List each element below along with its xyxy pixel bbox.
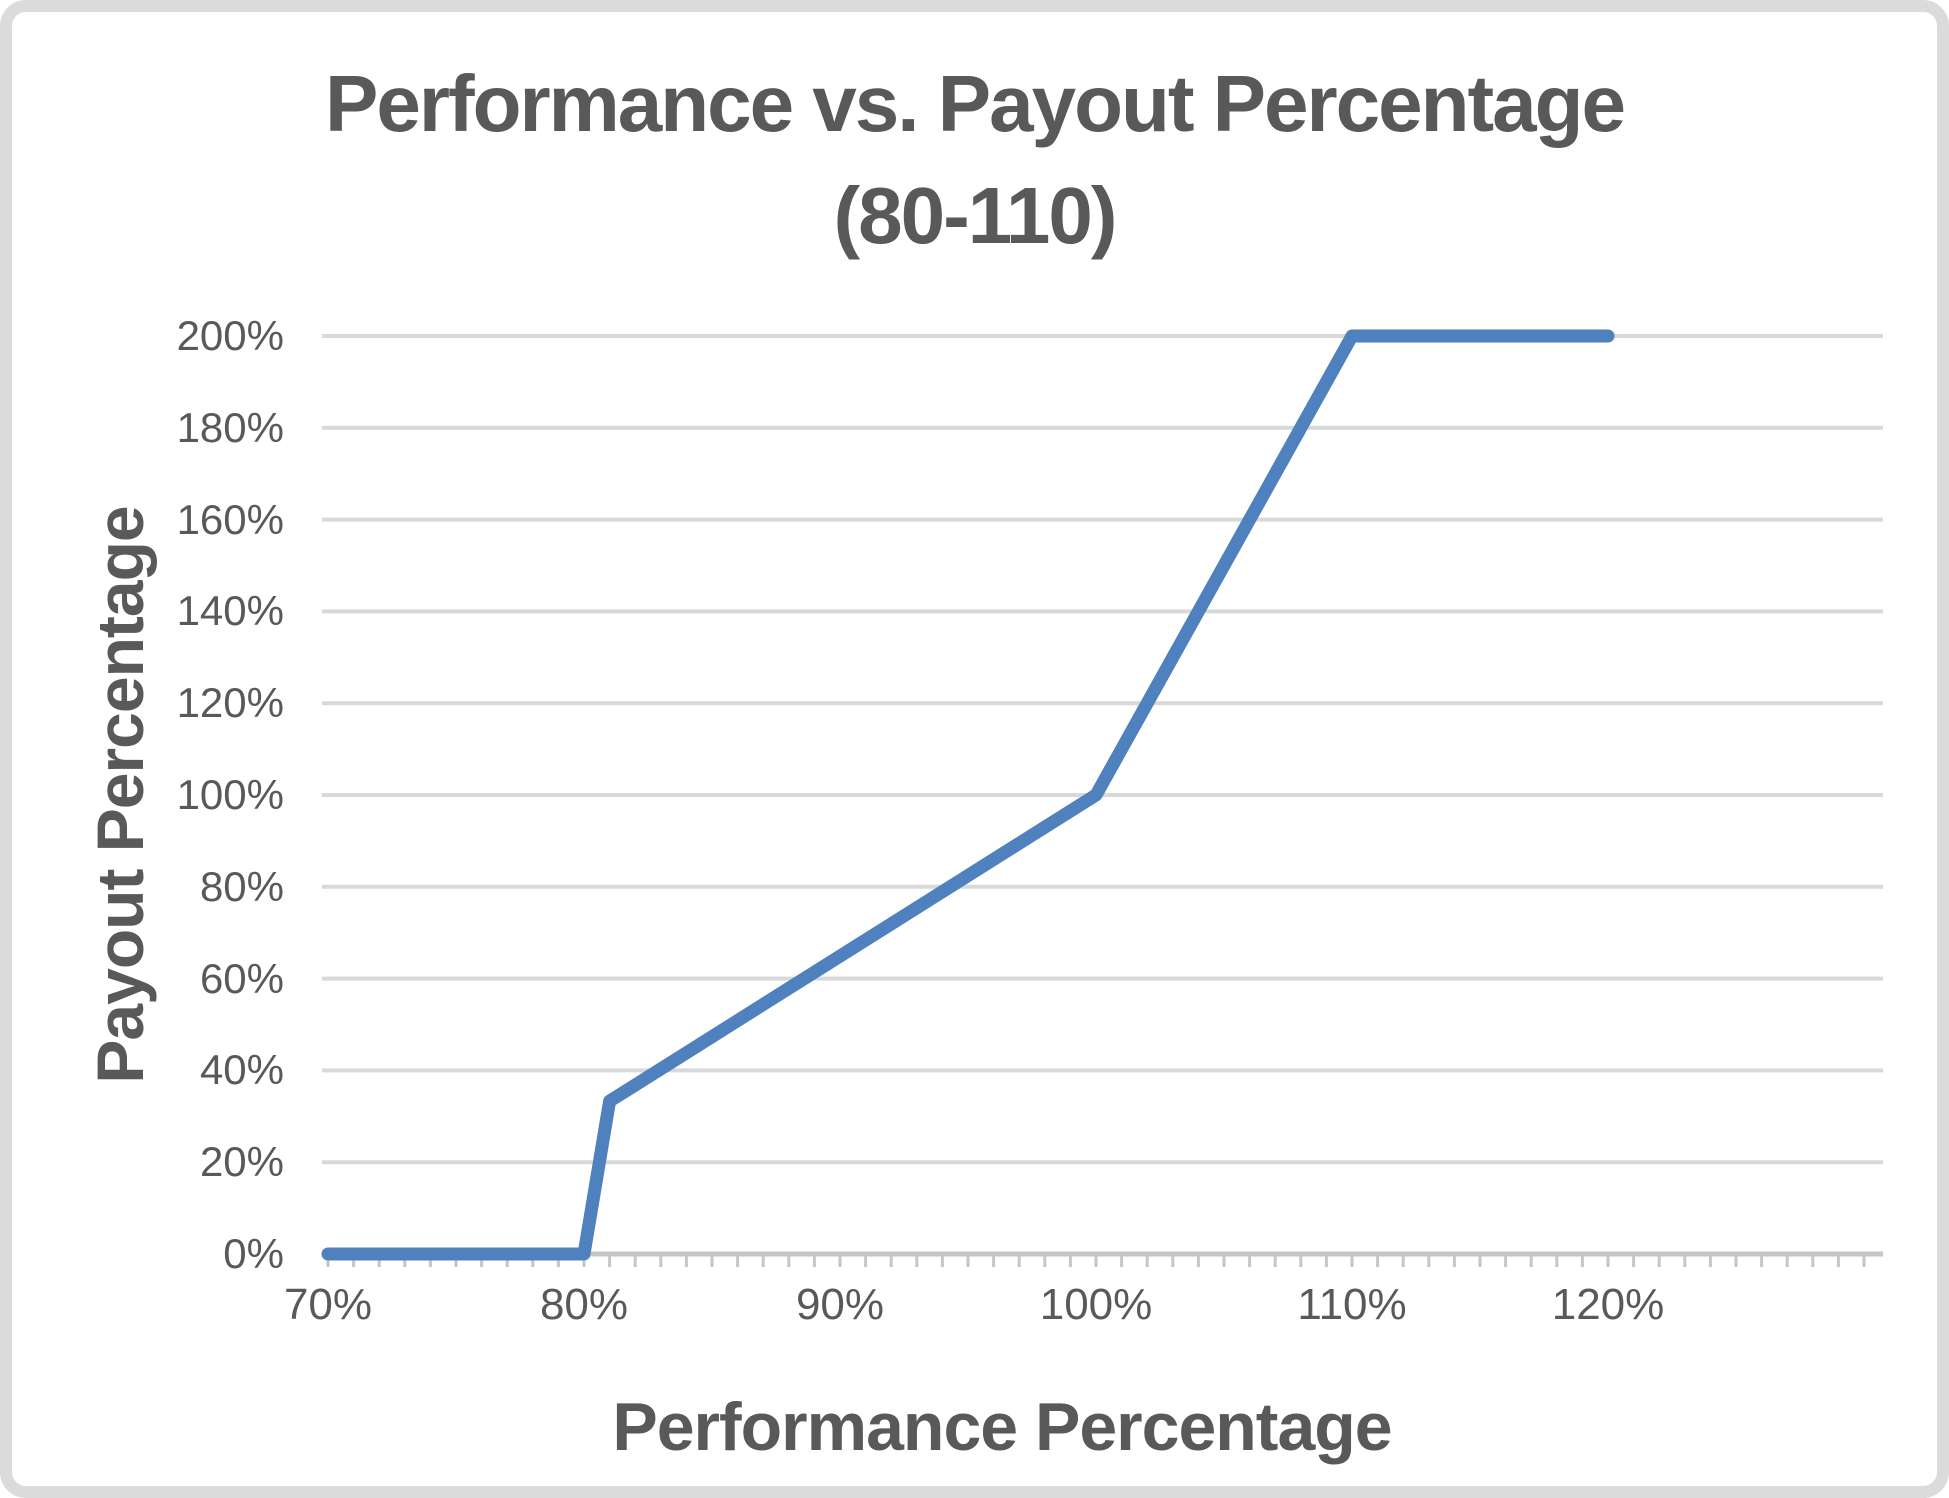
x-tick-label: 70% bbox=[283, 1280, 373, 1329]
chart-title: Performance vs. Payout Percentage (80-11… bbox=[12, 48, 1937, 272]
y-tick-label: 200% bbox=[176, 312, 284, 359]
y-axis-title: Payout Percentage bbox=[83, 506, 157, 1084]
chart-title-line1: Performance vs. Payout Percentage bbox=[324, 59, 1626, 148]
y-tick-label: 20% bbox=[199, 1138, 284, 1186]
y-tick-label: 180% bbox=[176, 403, 284, 451]
y-tick-label: 160% bbox=[176, 495, 284, 543]
y-tick-label: 120% bbox=[176, 679, 284, 727]
y-tick-label: 40% bbox=[199, 1046, 284, 1094]
x-tick-label: 100% bbox=[1039, 1280, 1153, 1329]
x-axis-title: Performance Percentage bbox=[612, 1389, 1392, 1465]
payout-line bbox=[321, 329, 1615, 1261]
y-tick-label: 80% bbox=[199, 862, 284, 910]
x-tick-label: 90% bbox=[795, 1280, 885, 1329]
chart-title-line2: (80-110) bbox=[833, 171, 1118, 260]
x-tick-label: 80% bbox=[539, 1280, 629, 1329]
y-tick-label: 0% bbox=[223, 1230, 284, 1277]
y-tick-label: 140% bbox=[176, 587, 284, 635]
y-tick-label: 100% bbox=[176, 771, 284, 818]
plot-area bbox=[321, 329, 1883, 1267]
y-tick-label: 60% bbox=[199, 954, 284, 1002]
x-tick-label: 120% bbox=[1551, 1280, 1665, 1329]
x-tick-label: 110% bbox=[1297, 1280, 1407, 1329]
